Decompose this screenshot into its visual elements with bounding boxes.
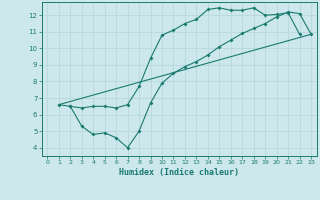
X-axis label: Humidex (Indice chaleur): Humidex (Indice chaleur) — [119, 168, 239, 177]
